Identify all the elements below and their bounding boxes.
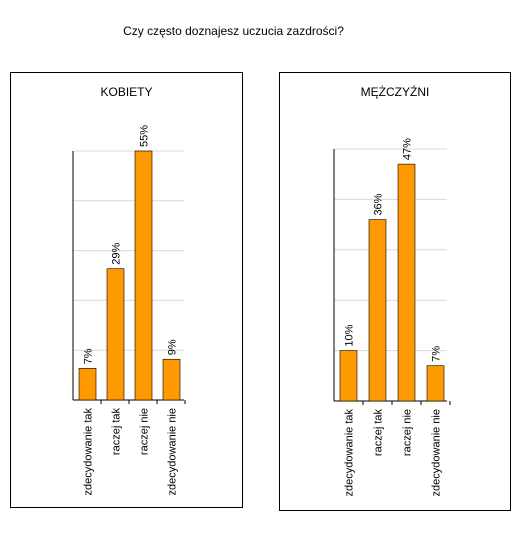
data-label-2: 29% xyxy=(111,242,123,264)
data-label-2: 36% xyxy=(373,193,385,215)
category-label-1: zdecydowanie tak xyxy=(83,408,95,496)
chart-main-title: Czy często doznajesz uczucia zazdrości? xyxy=(123,24,344,38)
bar-2 xyxy=(368,219,387,402)
category-label-1: zdecydowanie tak xyxy=(344,409,356,497)
category-label-4: zdecydowanie nie xyxy=(167,408,179,495)
bar-1 xyxy=(78,368,97,401)
data-label-4: 9% xyxy=(167,339,179,355)
bar-4 xyxy=(426,365,445,402)
panel-title-kobiety: KOBIETY xyxy=(100,85,153,99)
category-label-4: zdecydowanie nie xyxy=(431,409,443,496)
category-label-2: raczej tak xyxy=(111,408,123,456)
data-label-4: 7% xyxy=(431,346,443,362)
bar-3 xyxy=(134,150,153,401)
category-label-3: raczej nie xyxy=(139,408,151,455)
data-label-3: 55% xyxy=(139,125,151,147)
bar-3 xyxy=(397,163,416,402)
bar-2 xyxy=(106,268,125,401)
bar-1 xyxy=(339,350,358,402)
plot-mezczyzni: 10% zdecydowanie tak 36% raczej tak 47% racze… xyxy=(333,138,451,497)
chart-panel-kobiety: KOBIETY 7% zdecydowanie tak 29% raczej tak 5… xyxy=(10,72,243,508)
data-label-3: 47% xyxy=(402,138,414,160)
panel-title-mezczyzni: MĘŻCZYŹNI xyxy=(360,85,430,99)
chart-panel-mezczyzni: MĘŻCZYŹNI 10% zdecydowanie tak 36% raczej t… xyxy=(279,72,511,511)
data-label-1: 10% xyxy=(344,324,356,346)
plot-kobiety: 7% zdecydowanie tak 29% raczej tak 55% raczej… xyxy=(72,125,186,496)
bar-4 xyxy=(162,358,181,401)
data-label-1: 7% xyxy=(83,348,95,364)
category-label-3: raczej nie xyxy=(402,409,414,456)
category-label-2: raczej tak xyxy=(373,409,385,457)
